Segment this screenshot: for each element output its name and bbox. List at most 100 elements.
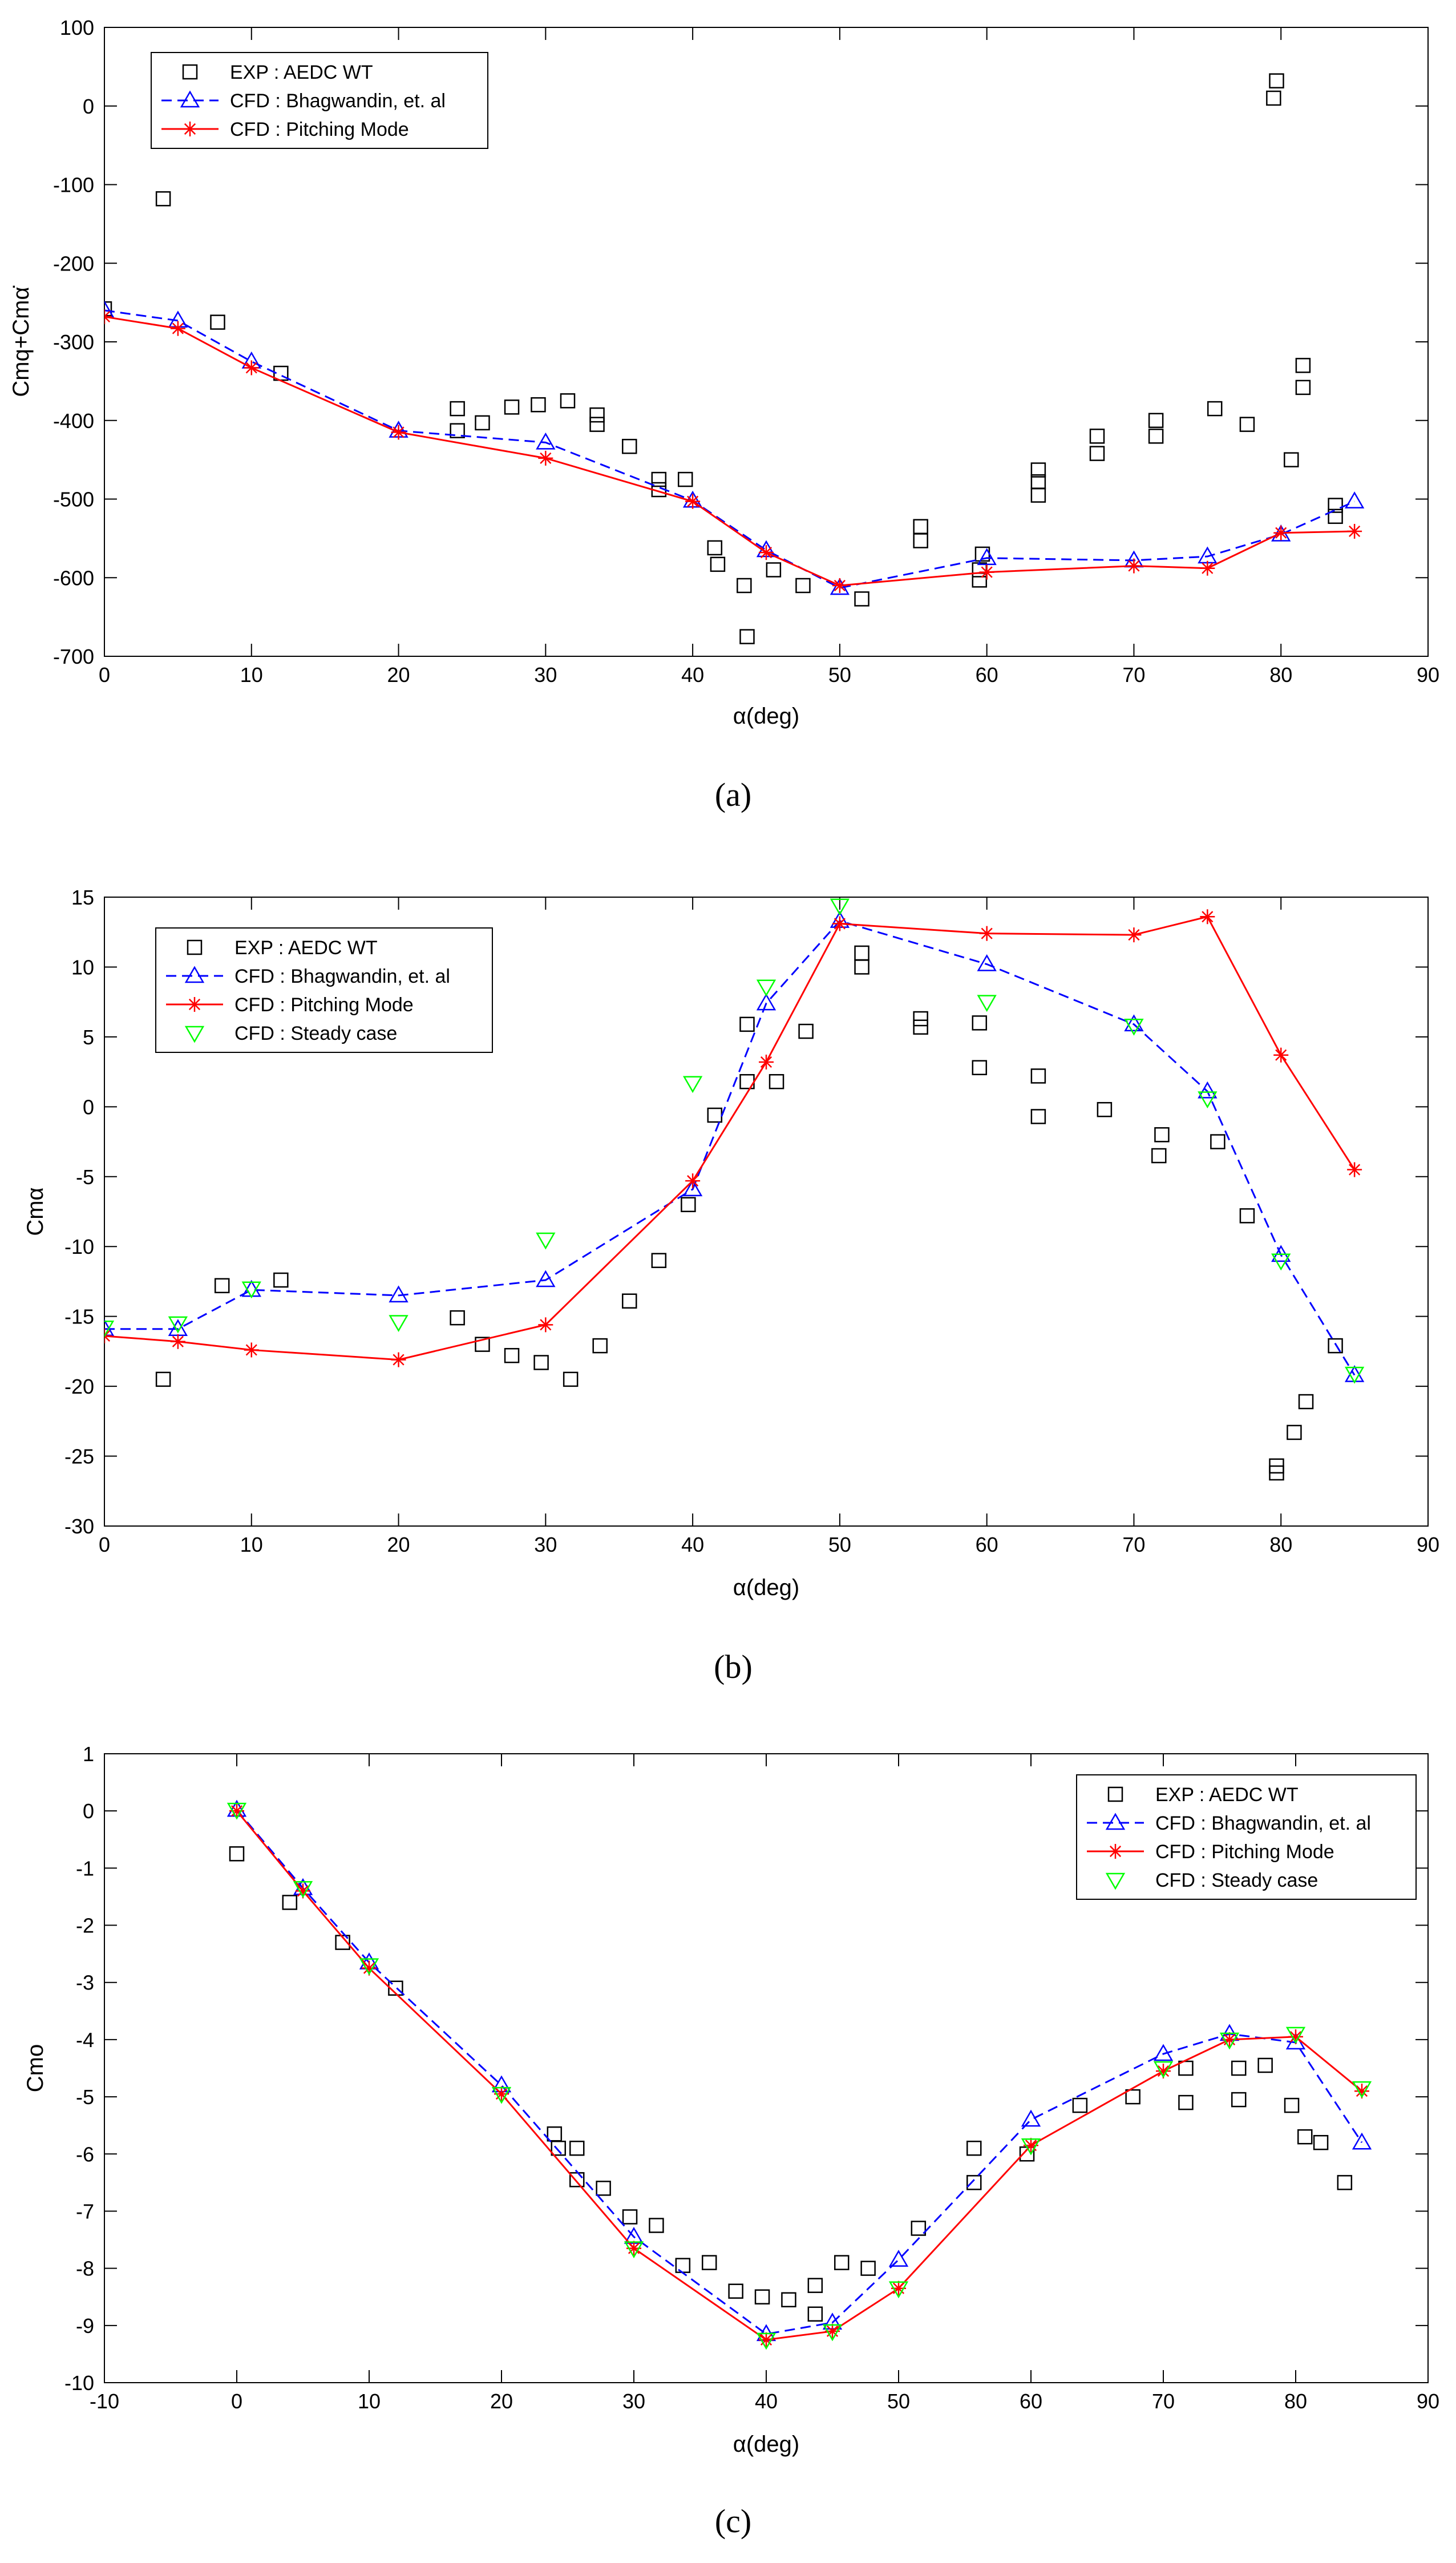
data-point [756,993,776,1011]
data-point [1239,417,1255,432]
data-point [388,1980,403,1996]
x-tick-label: 30 [534,1533,557,1556]
data-point [1200,909,1215,925]
data-point [756,2332,776,2350]
data-point [229,1803,244,1819]
data-point [273,1272,289,1288]
data-point [1271,1253,1291,1271]
data-point [104,1321,115,1338]
y-tick-label: -7 [76,2199,94,2223]
data-point [538,450,553,466]
x-tick-label: 40 [681,663,704,687]
series-c-4 [227,1802,1372,2350]
x-tick-label: 60 [976,663,998,687]
data-point [1337,2175,1353,2190]
y-tick-label: -4 [76,2028,94,2052]
y-tick-label: -1 [76,1856,94,1880]
data-point [1125,2089,1140,2105]
data-point [913,1019,928,1035]
x-tick-label: 10 [240,663,263,687]
data-point [1288,2029,1303,2044]
y-tick-label: -8 [76,2257,94,2281]
data-point [592,1338,608,1354]
data-point [651,1253,667,1268]
x-tick-label: 0 [231,2390,242,2413]
data-point [1295,358,1311,373]
data-point [913,533,928,548]
data-point [739,629,755,644]
legend-marker [184,1026,205,1043]
x-tick-label: 90 [1417,1533,1439,1556]
data-point [1126,927,1142,943]
data-point [1298,1394,1314,1410]
data-point [759,545,774,560]
data-point [1239,1208,1255,1224]
legend-marker [183,122,197,136]
y-tick-label: -700 [53,645,94,668]
y-tick-label: -2 [76,1914,94,1938]
data-point [1072,2097,1088,2113]
x-tick-label: 10 [358,2390,381,2413]
data-point [244,360,259,376]
data-point [1021,2109,1041,2127]
data-point [728,2283,743,2299]
data-point [701,2255,717,2270]
data-point [682,1179,703,1197]
data-point [1153,2061,1174,2078]
data-point [1352,2132,1372,2150]
data-point [1219,2032,1240,2050]
data-point [832,578,847,594]
data-point [1295,380,1311,395]
data-point [781,2292,796,2307]
data-point [475,1337,490,1352]
y-tick-label: 10 [71,955,94,979]
y-tick-label: -300 [53,330,94,354]
legend-marker [1108,1844,1123,1859]
legend-label: CFD : Pitching Mode [1155,1841,1334,1863]
data-point [913,1011,928,1027]
x-tick-label: 0 [99,1533,110,1556]
y-axis-label-c: Cmo [23,2044,48,2092]
series-a-3 [104,309,1362,594]
data-point [170,321,185,336]
legend-label: EXP : AEDC WT [234,937,378,959]
data-point [1198,1081,1218,1099]
data-point [168,1316,188,1334]
data-point [504,1347,520,1363]
y-tick-label: 5 [83,1026,94,1049]
data-point [710,556,726,572]
panel-caption-b: (b) [714,1648,753,1685]
data-point [533,1355,549,1370]
data-point [1207,401,1223,417]
legend-a: EXP : AEDC WT CFD : Bhagwandin, et. al CFD… [151,52,488,149]
legend-label: EXP : AEDC WT [1155,1784,1299,1806]
data-point [1124,1014,1144,1032]
legend-label: EXP : AEDC WT [230,62,373,83]
data-point [888,2250,909,2267]
data-point [155,1371,171,1387]
data-point [854,945,869,961]
legend-label: CFD : Bhagwandin, et. al [234,966,450,987]
data-point [335,1935,350,1950]
data-point [822,2324,843,2342]
data-point [244,1342,259,1358]
x-tick-label: 50 [828,663,851,687]
data-point [170,1334,185,1349]
data-point [972,1060,988,1076]
data-point [911,2221,927,2236]
data-point [798,1023,814,1039]
y-tick-label: -9 [76,2314,94,2338]
data-point [563,1371,579,1387]
data-point [1284,2097,1300,2113]
data-point [293,1881,313,1898]
legend-label: CFD : Bhagwandin, et. al [1155,1813,1371,1834]
data-point [551,2141,567,2156]
series-line [104,309,1355,589]
series-b-4 [104,898,1365,1384]
data-point [1126,558,1142,574]
data-point [888,2281,909,2299]
data-point [1030,487,1046,503]
x-tick-label: 40 [681,1533,704,1556]
y-tick-label: -10 [64,2371,94,2395]
